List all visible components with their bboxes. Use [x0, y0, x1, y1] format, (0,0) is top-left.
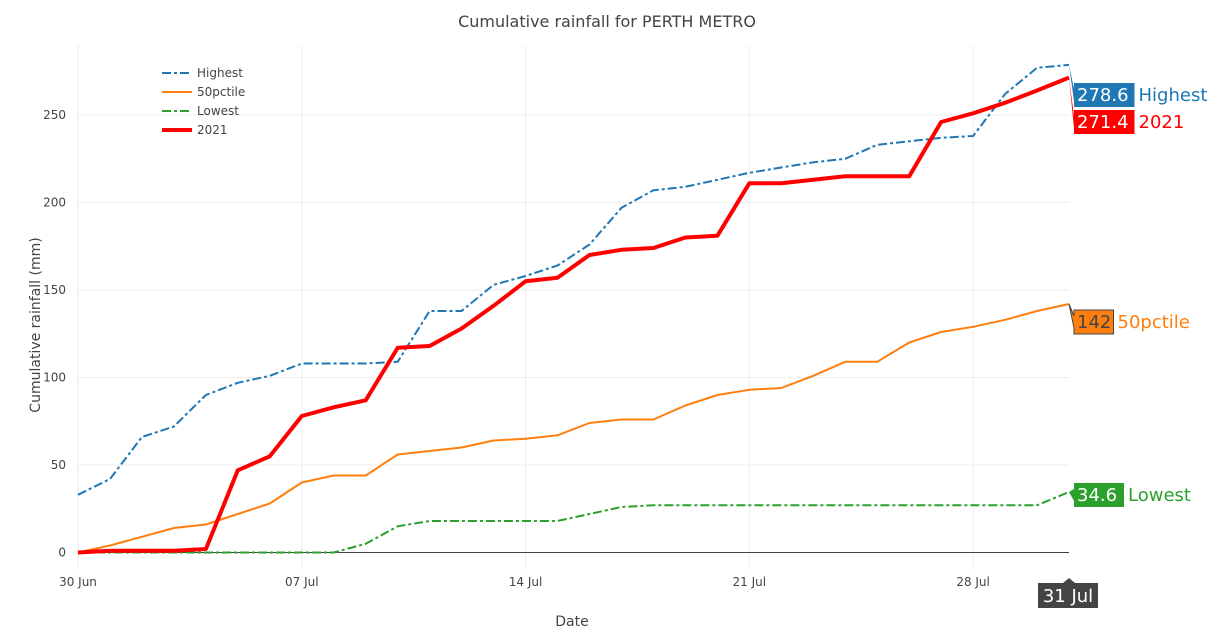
legend-item-2021[interactable]: 2021: [162, 123, 228, 137]
y-axis-title: Cumulative rainfall (mm): [28, 237, 44, 412]
series-line-50pctile: [77, 303, 1070, 554]
hover-labels: 278.6 Highest 271.4 2021 142 50pctile 34.6 Lowe…: [1038, 64, 1208, 608]
y-tick-label: 250: [43, 108, 66, 122]
hover-series-name: Lowest: [1128, 485, 1191, 506]
legend[interactable]: Highest 50pctile Lowest 2021: [162, 66, 245, 137]
legend-item-lowest[interactable]: Lowest: [162, 104, 239, 118]
hover-label-box: [1068, 303, 1114, 335]
x-tick-labels: 30 Jun 07 Jul 14 Jul 21 Jul 28 Jul: [59, 575, 990, 589]
y-tick-label: 150: [43, 283, 66, 297]
legend-label: 50pctile: [197, 85, 245, 99]
hover-value: 142: [1077, 312, 1111, 333]
x-tick-label: 07 Jul: [285, 575, 319, 589]
x-tick-label: 28 Jul: [956, 575, 990, 589]
hover-value: 271.4: [1077, 112, 1129, 133]
hover-label-2021: 271.4 2021: [1069, 77, 1185, 134]
x-tick-label: 30 Jun: [59, 575, 97, 589]
y-tick-label: 100: [43, 371, 66, 385]
series-line-lowest: [78, 490, 1070, 554]
series-lines: [77, 63, 1070, 555]
hover-label-box: [1069, 483, 1124, 507]
y-tick-label: 0: [58, 546, 66, 560]
y-tick-label: 200: [43, 196, 66, 210]
y-tick-labels: 0 50 100 150 200 250: [43, 108, 66, 560]
legend-label: 2021: [197, 123, 228, 137]
hover-series-name: 2021: [1139, 112, 1185, 133]
series-line-2021: [77, 75, 1070, 555]
legend-label: Lowest: [197, 104, 239, 118]
legend-label: Highest: [197, 66, 243, 80]
chart-title: Cumulative rainfall for PERTH METRO: [458, 12, 756, 31]
legend-item-highest[interactable]: Highest: [162, 66, 243, 80]
hover-label-box: [1069, 64, 1135, 107]
x-tick-label: 14 Jul: [509, 575, 543, 589]
hover-x-value: 31 Jul: [1043, 586, 1093, 607]
hover-x-box: [1038, 578, 1098, 608]
legend-item-50pctile[interactable]: 50pctile: [162, 85, 245, 99]
y-tick-label: 50: [51, 458, 66, 472]
hover-label-highest: 278.6 Highest: [1069, 64, 1208, 107]
hover-series-name: 50pctile: [1118, 312, 1190, 333]
x-axis-title: Date: [555, 614, 588, 630]
grid: [77, 45, 1069, 570]
hover-x-label: 31 Jul: [1038, 578, 1098, 608]
x-tick-label: 21 Jul: [733, 575, 767, 589]
hover-value: 278.6: [1077, 85, 1129, 106]
hover-label-50pctile: 142 50pctile: [1068, 303, 1190, 335]
hover-series-name: Highest: [1139, 85, 1208, 106]
series-line-highest: [77, 63, 1070, 496]
hover-value: 34.6: [1077, 485, 1117, 506]
hover-label-lowest: 34.6 Lowest: [1069, 483, 1191, 507]
hover-label-box: [1069, 77, 1135, 134]
